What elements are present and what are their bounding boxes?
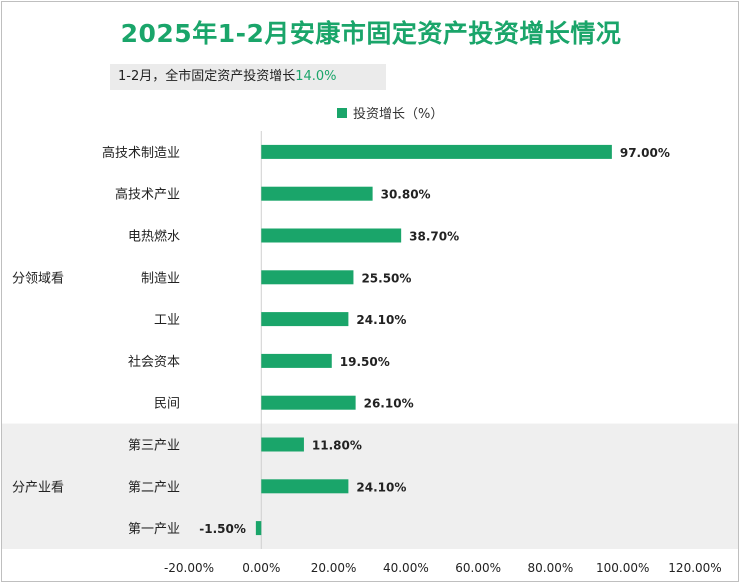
category-label: 第三产业	[128, 439, 180, 454]
x-tick-label: 120.00%	[668, 561, 721, 575]
bar	[261, 353, 332, 368]
x-tick-label: 40.00%	[383, 561, 429, 575]
data-label: 19.50%	[340, 355, 390, 369]
bar	[261, 479, 349, 494]
x-tick-label: 80.00%	[528, 561, 574, 575]
x-tick-label: 20.00%	[311, 561, 357, 575]
data-label: 24.10%	[356, 313, 406, 327]
group-label: 分产业看	[12, 479, 64, 495]
data-label: 24.10%	[356, 480, 406, 494]
data-label: -1.50%	[199, 522, 246, 536]
category-label: 电热燃水	[128, 229, 180, 245]
legend-swatch	[337, 107, 347, 118]
bar	[261, 186, 373, 201]
x-tick-label: 100.00%	[596, 561, 649, 575]
category-label: 高技术制造业	[102, 145, 180, 161]
group-band	[2, 423, 738, 549]
category-label: 社会资本	[128, 354, 180, 370]
x-tick-label: -20.00%	[164, 561, 214, 575]
bar	[261, 437, 304, 452]
bar	[261, 228, 402, 243]
category-label: 工业	[154, 313, 180, 328]
category-label: 第二产业	[128, 480, 180, 495]
category-label: 高技术产业	[115, 187, 180, 203]
subtitle-text: 1-2月，全市固定资产投资增长	[118, 69, 296, 84]
subtitle-value: 14.0%	[295, 69, 337, 84]
category-label: 第一产业	[128, 522, 180, 537]
bar	[255, 521, 262, 536]
bar	[261, 270, 354, 285]
group-label: 分领域看	[12, 270, 64, 286]
chart-legend: 投资增长（%）	[337, 103, 443, 122]
chart-title: 2025年1-2月安康市固定资产投资增长情况	[120, 19, 622, 48]
x-tick-label: 60.00%	[455, 561, 501, 575]
legend-label: 投资增长（%）	[353, 107, 444, 122]
x-tick-label: 0.00%	[242, 561, 280, 575]
chart-subtitle: 1-2月，全市固定资产投资增长14.0%	[110, 64, 386, 90]
data-label: 26.10%	[364, 397, 414, 411]
bar	[261, 144, 612, 159]
data-label: 25.50%	[361, 271, 411, 285]
bar	[261, 395, 356, 410]
data-label: 11.80%	[312, 439, 362, 453]
bar	[261, 312, 349, 327]
category-label: 制造业	[141, 271, 180, 286]
data-label: 97.00%	[620, 146, 670, 160]
category-label: 民间	[154, 397, 180, 412]
data-label: 30.80%	[381, 188, 431, 202]
data-label: 38.70%	[409, 230, 459, 244]
